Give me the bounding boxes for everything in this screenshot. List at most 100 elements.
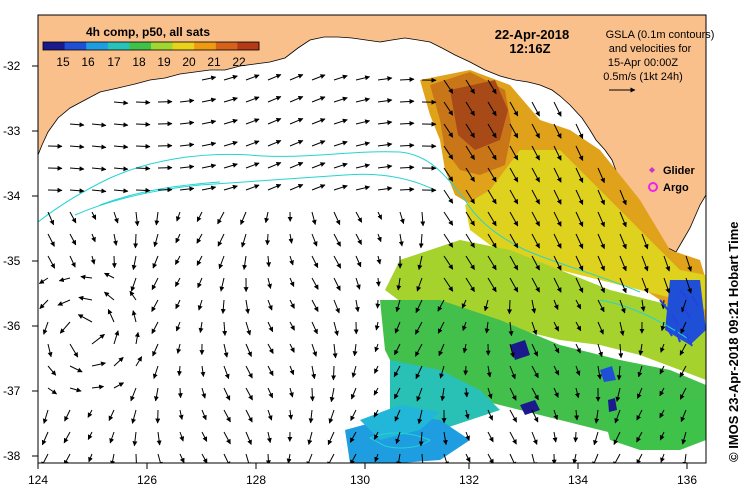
velocity-arrow [107,308,115,323]
velocity-arrow [113,382,125,389]
velocity-arrow [153,387,159,402]
lon-label: 128 [246,473,266,487]
velocity-arrow [47,255,56,269]
colorbar-tick: 20 [182,55,196,69]
velocity-arrow [531,321,538,336]
velocity-arrow [113,122,129,128]
gsla-note: GSLA (0.1m contours) [606,29,715,41]
velocity-arrow [509,365,516,380]
velocity-arrow [575,365,581,376]
velocity-arrow [69,166,85,172]
velocity-arrow [509,431,517,445]
velocity-arrow [197,277,203,289]
velocity-arrow [597,299,605,313]
velocity-arrow [592,453,599,463]
velocity-arrow [465,123,475,139]
velocity-arrow [438,343,445,357]
velocity-arrow [575,233,584,249]
velocity-arrow [487,79,497,95]
velocity-arrow [572,453,578,463]
velocity-arrow [289,162,304,169]
velocity-arrow [552,431,558,443]
velocity-arrow [659,409,665,419]
velocity-arrow [420,211,426,227]
velocity-arrows [38,74,692,463]
velocity-arrow [311,162,326,169]
velocity-arrow [201,409,207,421]
velocity-arrow [575,167,584,183]
velocity-arrow [332,343,338,359]
velocity-arrow [355,185,371,191]
velocity-arrow [311,74,326,81]
velocity-arrow [289,365,295,376]
velocity-arrow [509,101,519,117]
velocity-arrow [309,387,315,402]
lon-label: 136 [677,473,697,487]
velocity-arrow [531,453,537,463]
velocity-arrow [553,123,562,139]
velocity-arrow [597,321,604,335]
velocity-arrow [487,431,494,443]
velocity-arrow [47,343,53,358]
credit-text: © IMOS 23-Apr-2018 09:21 Hobart Time [726,221,741,462]
velocity-arrow [135,99,151,105]
velocity-arrow [465,79,475,95]
lon-label: 134 [568,473,588,487]
velocity-arrow [135,143,151,149]
velocity-arrow [113,330,120,345]
velocity-arrow [245,343,252,357]
velocity-arrow [613,431,621,445]
velocity-arrow [374,453,380,463]
velocity-arrow [443,123,454,138]
velocity-arrow [487,211,497,227]
velocity-arrow [553,233,562,249]
velocity-arrow [355,141,371,147]
velocity-arrow [531,343,539,357]
velocity-arrow [465,189,475,205]
velocity-arrow [69,144,85,150]
velocity-arrow [267,140,282,147]
velocity-arrow [641,277,649,294]
velocity-arrow [377,142,393,148]
velocity-arrow [333,321,339,336]
velocity-arrow [240,233,247,248]
velocity-arrow [399,98,415,104]
velocity-arrow [487,189,497,205]
velocity-arrow [176,343,182,354]
velocity-arrow [201,97,217,103]
velocity-arrow [553,167,562,183]
velocity-arrow [553,101,562,117]
velocity-arrow [618,343,624,359]
velocity-arrow [355,75,371,81]
velocity-arrow [465,277,475,293]
lat-label: -37 [3,384,21,398]
velocity-arrow [508,321,514,337]
colorbar-cell [215,42,238,50]
colorbar-tick: 16 [81,55,95,69]
colorbar-cell [172,42,195,50]
velocity-arrow [376,233,382,243]
velocity-arrow [573,431,579,443]
velocity-arrow [663,255,671,272]
velocity-arrow [416,277,423,292]
velocity-arrow [399,76,415,82]
velocity-arrow [421,453,424,463]
velocity-arrow [355,211,363,223]
velocity-arrow [289,96,304,103]
velocity-arrow [201,185,217,191]
velocity-arrow [462,321,467,331]
velocity-arrow [350,387,357,400]
colorbar-cell [151,42,174,50]
velocity-arrow [267,162,282,169]
colorbar-tick: 15 [56,55,70,69]
velocity-arrow [597,277,605,294]
velocity-arrow [531,387,539,401]
velocity-arrow [311,321,318,335]
colorbar-cell [64,42,87,50]
velocity-arrow [331,365,337,381]
velocity-arrow [286,453,292,463]
velocity-arrow [223,409,231,423]
velocity-arrow [80,274,93,280]
velocity-arrow [393,365,401,378]
velocity-arrow [509,255,519,271]
